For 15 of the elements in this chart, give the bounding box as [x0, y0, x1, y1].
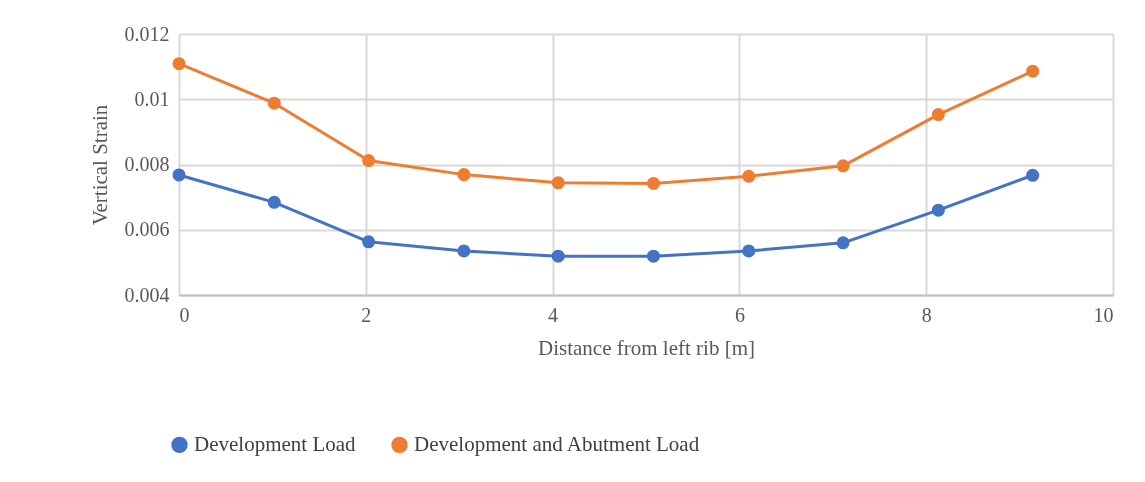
x-tick-label: 0 — [179, 303, 190, 326]
x-tick-label: 6 — [734, 303, 745, 326]
y-tick-label: 0.012 — [124, 22, 170, 45]
y-tick-label: 0.008 — [124, 153, 170, 175]
legend-label: Development and Abutment Load — [414, 431, 700, 456]
y-tick-label: 0.006 — [124, 218, 170, 241]
x-tick-label: 10 — [1093, 303, 1114, 326]
x-tick-label: 4 — [548, 303, 559, 326]
y-tick-label: 0.004 — [124, 283, 170, 306]
y-axis-title: Vertical Strain — [87, 104, 112, 226]
x-axis-title: Distance from left rib [m] — [538, 335, 755, 360]
y-tick-label: 0.01 — [134, 87, 170, 110]
x-tick-label: 8 — [921, 303, 932, 326]
legend-label: Development Load — [194, 431, 357, 456]
x-tick-label: 2 — [361, 303, 372, 326]
